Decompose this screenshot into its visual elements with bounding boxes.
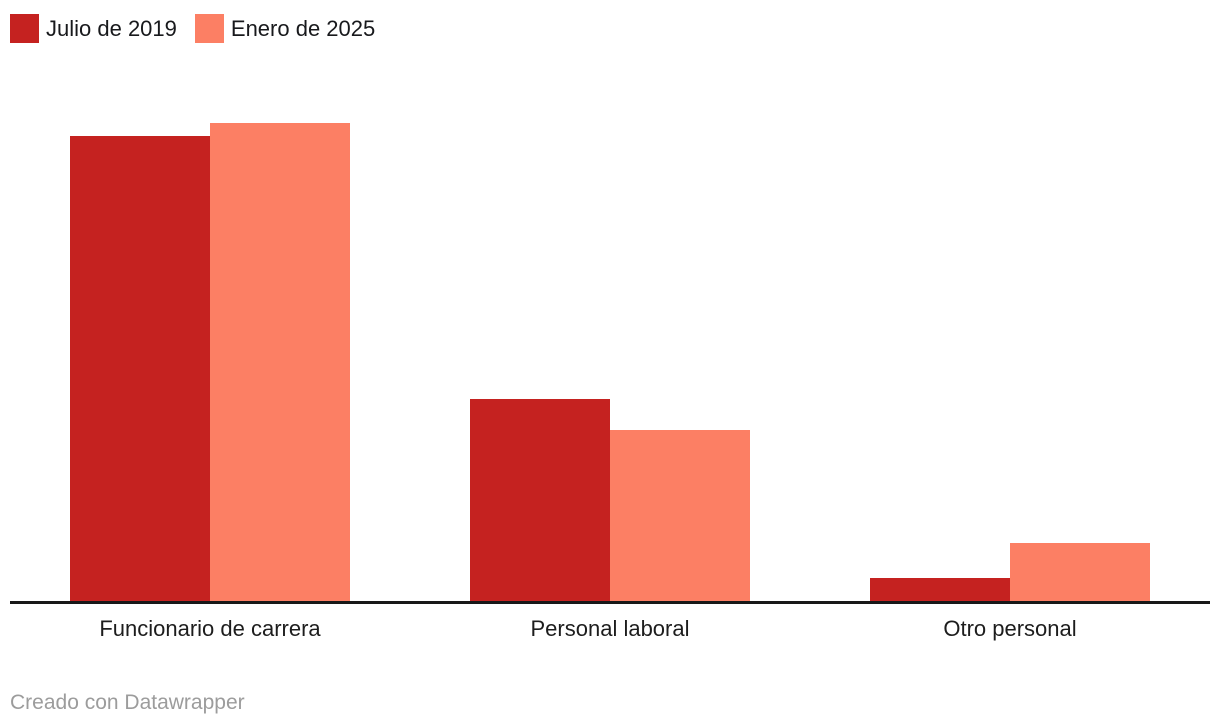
legend: Julio de 2019 Enero de 2025 — [10, 14, 375, 43]
legend-swatch-julio-2019 — [10, 14, 39, 43]
bar-enero-de-2025-personal-laboral — [610, 430, 750, 601]
bar-enero-de-2025-funcionario-de-carrera — [210, 123, 350, 601]
legend-label-julio-2019: Julio de 2019 — [46, 16, 177, 41]
bar-julio-de-2019-funcionario-de-carrera — [70, 136, 210, 601]
category-label-funcionario-de-carrera: Funcionario de carrera — [99, 616, 321, 641]
category-label-personal-laboral: Personal laboral — [530, 616, 690, 641]
category-label-otro-personal: Otro personal — [943, 616, 1077, 641]
legend-swatch-enero-2025 — [194, 14, 224, 43]
legend-label-enero-2025: Enero de 2025 — [230, 16, 376, 41]
legend-item-julio-2019: Julio de 2019 — [10, 14, 177, 43]
bar-enero-de-2025-otro-personal — [1010, 543, 1150, 601]
attribution-text: Creado con Datawrapper — [10, 691, 245, 714]
legend-item-enero-2025: Enero de 2025 — [194, 14, 376, 43]
bar-julio-de-2019-otro-personal — [870, 578, 1010, 601]
bar-julio-de-2019-personal-laboral — [470, 399, 610, 601]
x-axis-line — [10, 601, 1210, 604]
